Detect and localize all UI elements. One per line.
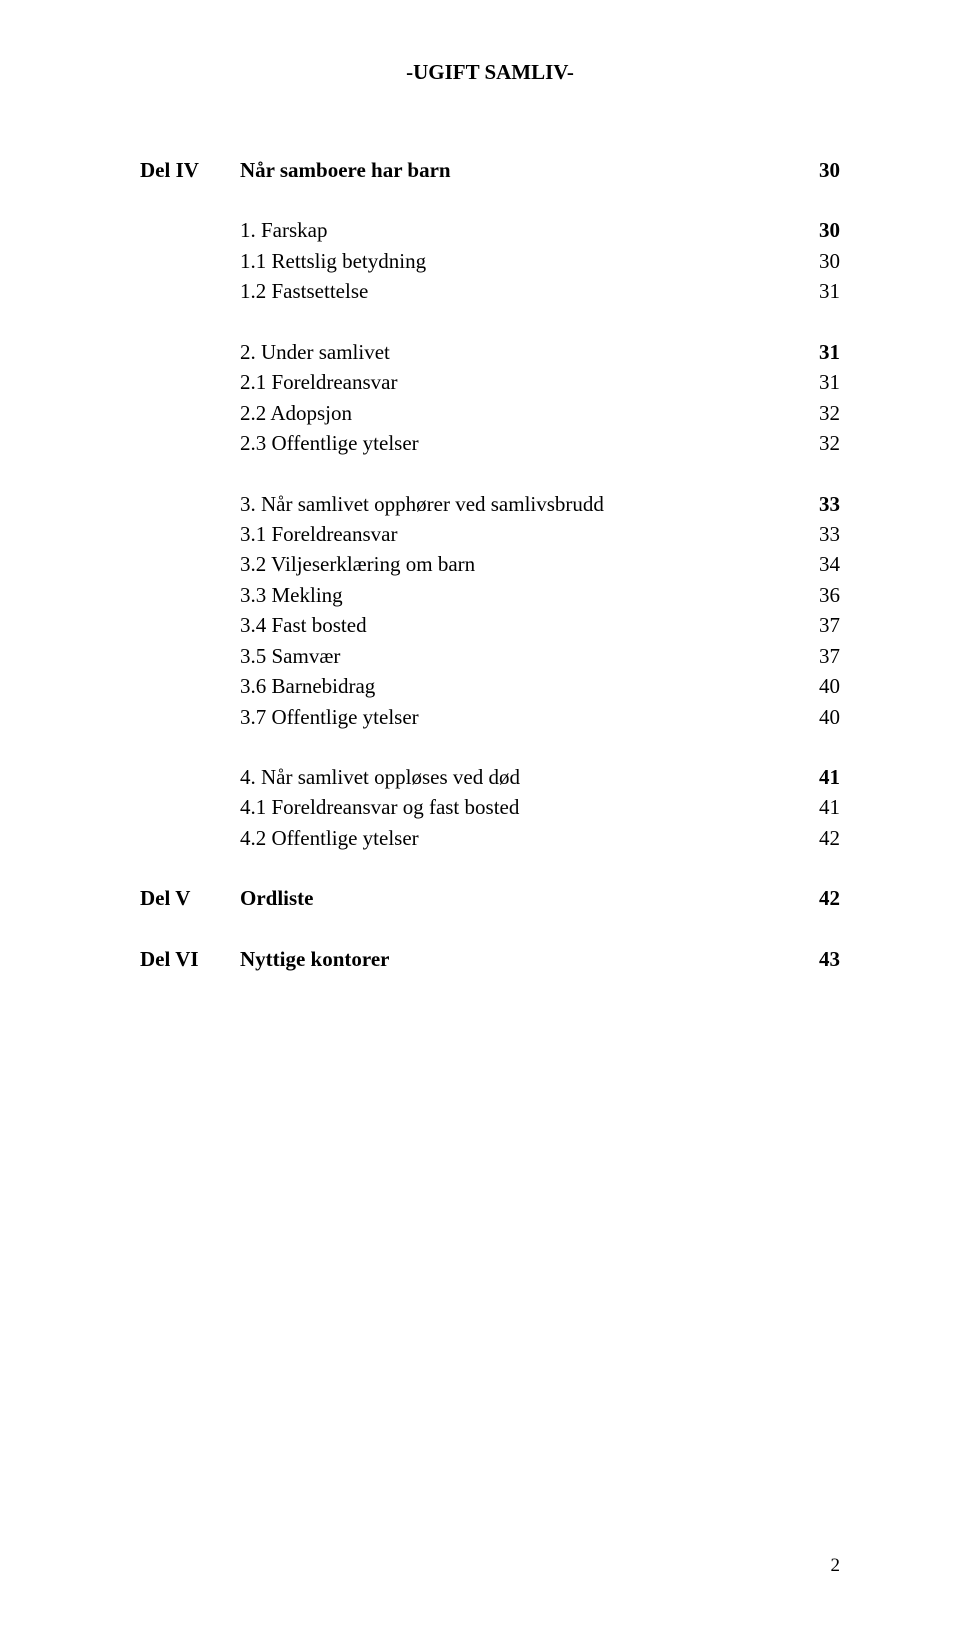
page-number: 30 (819, 246, 840, 276)
part-label: Del IV (140, 155, 240, 185)
page-number: 33 (819, 489, 840, 519)
table-row: 3.1 Foreldreansvar 33 (140, 519, 840, 549)
table-row: 2. Under samlivet 31 (140, 337, 840, 367)
page-number: 41 (819, 792, 840, 822)
section-title: 1. Farskap (240, 215, 328, 245)
table-row: Del VI Nyttige kontorer 43 (140, 944, 840, 974)
table-row: 1. Farskap 30 (140, 215, 840, 245)
subsection-title: 2.3 Offentlige ytelser (240, 428, 419, 458)
table-row: 3.2 Viljeserklæring om barn 34 (140, 549, 840, 579)
subsection-title: 1.2 Fastsettelse (240, 276, 368, 306)
section-title: 2. Under samlivet (240, 337, 390, 367)
page-number: 32 (819, 398, 840, 428)
table-row: 4.1 Foreldreansvar og fast bosted 41 (140, 792, 840, 822)
page-number: 37 (819, 610, 840, 640)
page-number: 42 (819, 883, 840, 913)
page-number: 30 (819, 155, 840, 185)
page-number: 40 (819, 671, 840, 701)
subsection-title: 3.5 Samvær (240, 641, 340, 671)
subsection-title: 3.6 Barnebidrag (240, 671, 375, 701)
subsection-title: 3.3 Mekling (240, 580, 343, 610)
page-number: 42 (819, 823, 840, 853)
page-number: 30 (819, 215, 840, 245)
page-number: 31 (819, 367, 840, 397)
page-number: 41 (819, 762, 840, 792)
page-number: 32 (819, 428, 840, 458)
page-header: -UGIFT SAMLIV- (140, 60, 840, 85)
subsection-title: 4.2 Offentlige ytelser (240, 823, 419, 853)
table-row: 4.2 Offentlige ytelser 42 (140, 823, 840, 853)
chapter-title: Når samboere har barn (240, 155, 451, 185)
subsection-title: 4.1 Foreldreansvar og fast bosted (240, 792, 519, 822)
footer-page-number: 2 (831, 1555, 841, 1577)
chapter-title: Ordliste (240, 883, 314, 913)
table-row: 2.1 Foreldreansvar 31 (140, 367, 840, 397)
part-label: Del VI (140, 944, 240, 974)
subsection-title: 3.7 Offentlige ytelser (240, 702, 419, 732)
table-row: 1.1 Rettslig betydning 30 (140, 246, 840, 276)
table-row: 1.2 Fastsettelse 31 (140, 276, 840, 306)
table-row: 3. Når samlivet opphører ved samlivsbrud… (140, 489, 840, 519)
table-row: 3.7 Offentlige ytelser 40 (140, 702, 840, 732)
section-title: 4. Når samlivet oppløses ved død (240, 762, 520, 792)
subsection-title: 3.4 Fast bosted (240, 610, 367, 640)
table-row: 3.4 Fast bosted 37 (140, 610, 840, 640)
table-row: 2.2 Adopsjon 32 (140, 398, 840, 428)
table-row: 3.3 Mekling 36 (140, 580, 840, 610)
page-number: 31 (819, 337, 840, 367)
page-number: 43 (819, 944, 840, 974)
table-row: 3.5 Samvær 37 (140, 641, 840, 671)
page-number: 40 (819, 702, 840, 732)
page-number: 34 (819, 549, 840, 579)
table-row: 4. Når samlivet oppløses ved død 41 (140, 762, 840, 792)
subsection-title: 3.1 Foreldreansvar (240, 519, 397, 549)
chapter-title: Nyttige kontorer (240, 944, 390, 974)
subsection-title: 2.1 Foreldreansvar (240, 367, 397, 397)
table-row: Del IV Når samboere har barn 30 (140, 155, 840, 185)
part-label: Del V (140, 883, 240, 913)
subsection-title: 2.2 Adopsjon (240, 398, 352, 428)
table-row: 2.3 Offentlige ytelser 32 (140, 428, 840, 458)
table-row: Del V Ordliste 42 (140, 883, 840, 913)
page-number: 36 (819, 580, 840, 610)
page-number: 31 (819, 276, 840, 306)
page-number: 37 (819, 641, 840, 671)
page-number: 33 (819, 519, 840, 549)
subsection-title: 3.2 Viljeserklæring om barn (240, 549, 475, 579)
table-row: 3.6 Barnebidrag 40 (140, 671, 840, 701)
section-title: 3. Når samlivet opphører ved samlivsbrud… (240, 489, 604, 519)
subsection-title: 1.1 Rettslig betydning (240, 246, 426, 276)
